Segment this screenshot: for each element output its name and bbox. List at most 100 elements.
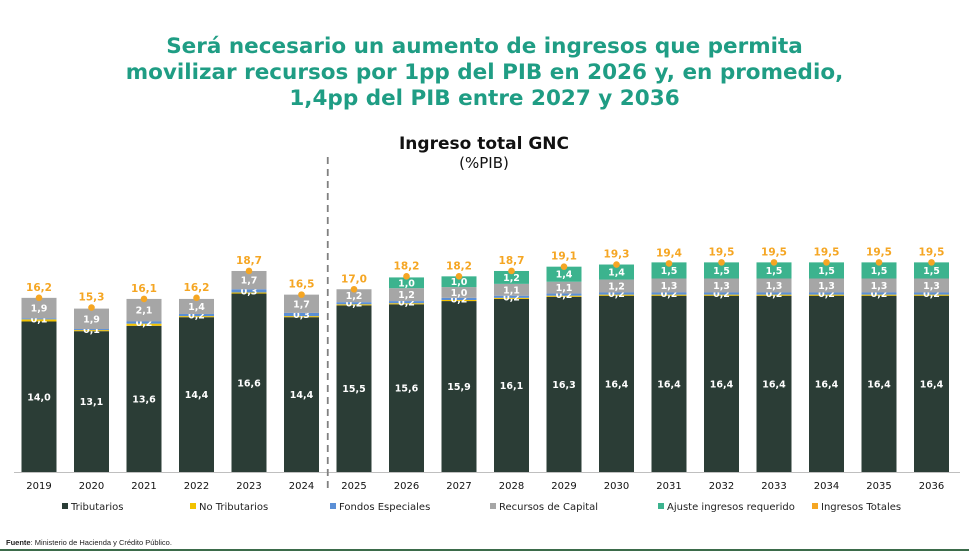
total-label: 19,4 [656,247,682,259]
total-marker [35,294,43,302]
x-tick-label: 2032 [709,481,734,492]
x-tick-label: 2030 [604,481,629,492]
bar-segment-ajuste [389,277,424,289]
x-tick-label: 2024 [289,481,314,492]
bar-segment-tributarios [809,295,844,472]
total-label: 19,3 [604,249,630,261]
bar-segment-ajuste [756,262,792,279]
bar-segment-capital [441,287,477,298]
bar-segment-tributarios [126,325,162,472]
total-label: 19,5 [761,246,787,258]
bar-segment-tributarios [389,304,424,472]
total-marker [613,261,620,268]
bar-segment-fondos [21,318,57,320]
data-label-ajuste: 1,5 [766,266,783,277]
x-tick-label: 2021 [131,481,156,492]
bar-segment-no_tributarios [336,304,372,306]
total-label: 15,3 [79,292,105,304]
data-label-fondos: 0,1 [31,314,48,325]
x-tick-label: 2026 [394,481,419,492]
data-label-ajuste: 1,5 [818,266,835,277]
bar-segment-fondos [809,292,844,295]
total-marker [455,273,463,280]
total-marker [665,260,673,267]
bar-segment-tributarios [756,295,792,472]
data-label-tributarios: 16,4 [815,379,839,390]
headline-line: 1,4pp del PIB entre 2027 y 2036 [289,86,680,111]
bar-segment-tributarios [284,317,319,472]
bar-segment-capital [704,278,739,293]
bar-segment-no_tributarios [599,294,634,296]
bar-segment-tributarios [651,295,687,472]
data-label-fondos: 0,2 [923,289,940,300]
bar-segment-tributarios [441,301,477,472]
data-label-tributarios: 15,6 [395,384,419,395]
bar-segment-no_tributarios [126,323,162,326]
data-label-ajuste: 1,5 [923,266,940,277]
total-label: 16,2 [26,282,52,294]
bar-segment-fondos [389,301,424,304]
data-label-tributarios: 16,1 [500,381,523,392]
bar-segment-ajuste [914,262,949,279]
data-label-fondos: 0,2 [398,298,415,309]
total-marker [298,291,305,298]
total-label: 19,5 [866,246,892,258]
bar-segment-no_tributarios [756,294,792,296]
legend-label: Ingresos Totales [821,502,901,513]
total-marker [875,259,883,266]
total-marker [823,259,830,266]
data-label-ajuste: 1,5 [713,266,730,277]
data-label-capital: 1,2 [398,290,415,301]
legend-label: Recursos de Capital [499,502,598,513]
bar-segment-fondos [441,297,477,300]
total-label: 16,2 [184,282,210,294]
total-label: 19,5 [919,246,945,258]
data-label-fondos: 0,2 [661,289,678,300]
data-label-capital: 1,7 [293,299,310,310]
bar-segment-ajuste [441,276,477,288]
data-label-tributarios: 13,6 [132,394,156,405]
bar-segment-tributarios [494,298,529,472]
bar-segment-tributarios [231,293,267,472]
legend-swatch-fondos [330,503,336,509]
x-tick-label: 2031 [656,481,681,492]
data-label-tributarios: 15,9 [447,382,470,393]
bar-segment-tributarios [861,295,897,472]
bar-segment-tributarios [179,317,214,472]
bar-segment-fondos [861,292,897,295]
data-label-ajuste: 1,5 [661,266,678,277]
total-label: 18,2 [446,260,472,272]
bar-segment-ajuste [704,262,739,279]
data-label-fondos: 0,2 [136,318,153,329]
bar-segment-fondos [914,292,949,295]
data-label-capital: 1,0 [451,288,468,299]
total-label: 18,7 [236,255,262,267]
bar-segment-no_tributarios [284,316,319,318]
total-marker [560,263,568,270]
bar-segment-fondos [284,312,319,317]
headline-line: movilizar recursos por 1pp del PIB en 20… [125,60,844,85]
x-tick-label: 2022 [184,481,209,492]
legend-swatch-capital [490,503,496,509]
data-label-capital: 1,1 [503,285,520,296]
data-label-fondos: 0,2 [713,289,730,300]
bar-segment-capital [389,288,424,302]
total-label: 19,1 [551,251,577,263]
legend-swatch-tributarios [62,503,68,509]
data-label-fondos: 0,2 [188,311,205,322]
data-label-capital: 1,3 [871,281,888,292]
data-label-fondos: 0,3 [241,286,258,297]
bar-segment-tributarios [546,296,582,472]
data-label-capital: 1,3 [818,281,835,292]
bar-segment-no_tributarios [74,330,109,332]
x-tick-label: 2019 [26,481,51,492]
data-label-fondos: 0,3 [293,310,310,321]
bar-segment-no_tributarios [179,316,214,318]
bar-segment-tributarios [599,295,634,472]
data-label-tributarios: 16,4 [920,379,944,390]
chart-subtitle: (%PIB) [459,154,509,172]
data-label-fondos: 0,2 [766,289,783,300]
bar-segment-capital [914,278,949,293]
bar-segment-ajuste [809,262,844,279]
bar-segment-no_tributarios [704,294,739,296]
